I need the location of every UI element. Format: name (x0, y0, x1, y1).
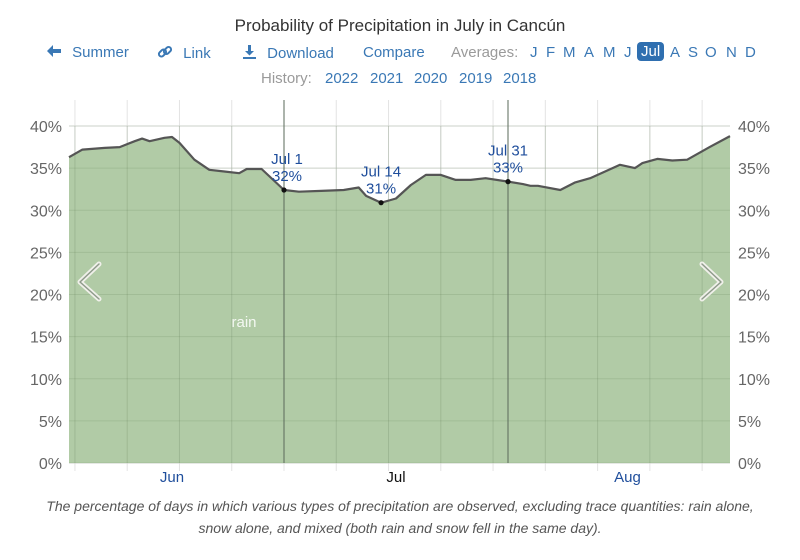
back-summer-label: Summer (72, 44, 129, 61)
y-tick-label-left: 10% (30, 372, 62, 389)
annotation-value: 31% (366, 181, 396, 198)
month-sep[interactable]: S (688, 44, 699, 61)
annotation-dot (281, 187, 287, 193)
y-tick-label-left: 35% (30, 161, 62, 178)
annotation-dot (505, 179, 511, 185)
y-tick-label-right: 40% (738, 119, 770, 136)
month-dec[interactable]: D (745, 44, 756, 61)
averages-label: Averages: (451, 44, 519, 61)
month-jul-active[interactable]: Jul (637, 42, 665, 61)
month-jan[interactable]: J (530, 44, 538, 61)
link-label: Link (183, 45, 211, 62)
y-tick-label-right: 0% (738, 456, 761, 473)
history-year-2020[interactable]: 2020 (414, 70, 448, 87)
annotation-date: Jul 14 (361, 164, 401, 181)
annotation-date: Jul 31 (488, 143, 528, 160)
download-button[interactable]: Download (242, 44, 334, 62)
next-chevron-button[interactable] (699, 261, 724, 302)
annotation-value: 33% (493, 160, 523, 177)
history-year-2022[interactable]: 2022 (325, 70, 359, 87)
month-oct[interactable]: O (705, 44, 717, 61)
y-tick-label-right: 30% (738, 203, 770, 220)
annotation-date: Jul 1 (271, 151, 303, 168)
y-tick-label-left: 5% (39, 414, 62, 431)
x-tick-label-jun[interactable]: Jun (160, 469, 184, 486)
y-tick-label-left: 30% (30, 203, 62, 220)
y-tick-label-right: 25% (738, 245, 770, 262)
rain-line (68, 135, 731, 204)
link-icon (157, 45, 173, 58)
prev-chevron-button[interactable] (77, 261, 102, 302)
compare-button[interactable]: Compare (363, 44, 425, 61)
back-summer-link[interactable]: Summer (46, 44, 129, 61)
history-year-2021[interactable]: 2021 (370, 70, 404, 87)
y-tick-label-right: 35% (738, 161, 770, 178)
series-label-rain: rain (231, 314, 256, 331)
history-nav: History: 2022 2021 2020 2019 2018 (0, 70, 800, 90)
arrow-left-icon (47, 45, 61, 57)
month-jun[interactable]: J (624, 44, 632, 61)
month-mar[interactable]: M (563, 44, 576, 61)
horizontal-gridlines-over (69, 125, 730, 464)
y-tick-label-right: 20% (738, 288, 770, 305)
download-label: Download (267, 45, 334, 62)
chart-caption: The percentage of days in which various … (46, 498, 754, 536)
month-may[interactable]: M (603, 44, 616, 61)
history-year-2018[interactable]: 2018 (503, 70, 537, 87)
history-year-2019[interactable]: 2019 (459, 70, 493, 87)
y-axis-right: 0% 5% 10% 15% 20% 25% 30% 35% 40% (738, 119, 770, 473)
rain-area (69, 136, 730, 463)
annotation-dot (378, 200, 384, 206)
y-tick-label-right: 5% (738, 414, 761, 431)
month-apr[interactable]: A (584, 44, 595, 61)
y-tick-label-right: 10% (738, 372, 770, 389)
history-label: History: (261, 70, 312, 87)
x-axis: Jun Jul Aug (160, 469, 641, 486)
y-axis-left: 0% 5% 10% 15% 20% 25% 30% 35% 40% (30, 119, 62, 473)
y-tick-label-left: 40% (30, 119, 62, 136)
download-icon (243, 45, 256, 59)
chart-title: Probability of Precipitation in July in … (234, 16, 566, 35)
chart-nav: Summer Link Download Compare Averages: J… (0, 42, 800, 66)
chevron-left-icon (79, 263, 100, 300)
y-tick-label-left: 15% (30, 330, 62, 347)
highlight-lines (283, 100, 509, 463)
precipitation-chart: 0% 5% 10% 15% 20% 25% 30% 35% 40% 0% 5% 10% 15% 20% 2… (30, 100, 770, 486)
y-tick-label-right: 15% (738, 330, 770, 347)
chevron-right-icon (701, 263, 722, 300)
y-tick-label-left: 20% (30, 288, 62, 305)
y-tick-label-left: 0% (39, 456, 62, 473)
month-aug[interactable]: A (670, 44, 681, 61)
link-button[interactable]: Link (157, 44, 211, 62)
month-nov[interactable]: N (726, 44, 737, 61)
y-tick-label-left: 25% (30, 245, 62, 262)
month-feb[interactable]: F (546, 44, 556, 61)
x-tick-label-aug[interactable]: Aug (614, 469, 641, 486)
annotation-value: 32% (272, 168, 302, 185)
x-tick-label-jul: Jul (386, 469, 405, 486)
